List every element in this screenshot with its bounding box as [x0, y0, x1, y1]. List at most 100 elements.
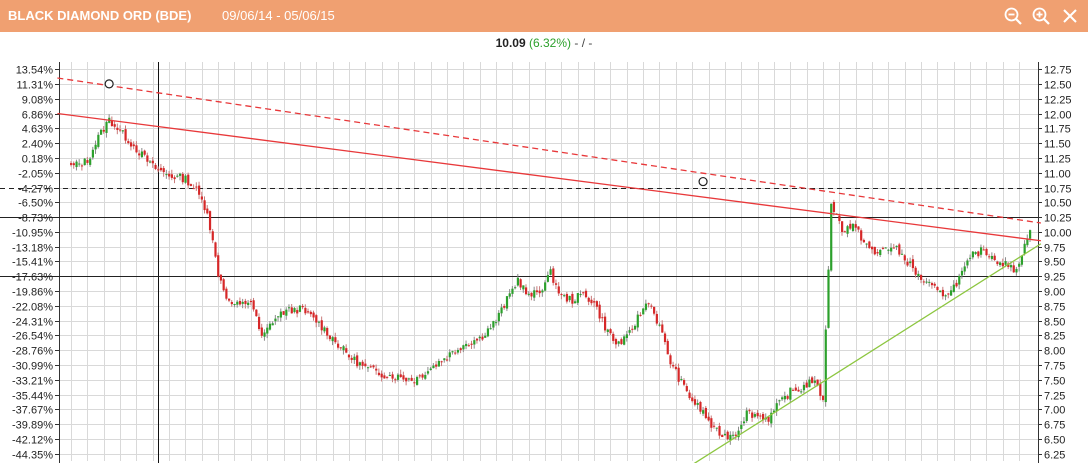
quote-line: 10.09 (6.32%) - / -	[0, 36, 1088, 50]
candle-down	[170, 174, 174, 178]
candle-down	[328, 335, 332, 340]
candle-down	[405, 377, 408, 382]
candle-up	[909, 261, 912, 264]
candle-up	[740, 424, 743, 430]
candle-down	[712, 425, 716, 427]
candle-down	[535, 290, 539, 293]
price-chart[interactable]: 13.54% 12.75 11.31% 12.50 9.08% 12.25 6.86% 12.…	[0, 52, 1088, 463]
candle-down	[208, 211, 212, 231]
y-axis-right-label: 12.25	[1044, 95, 1072, 107]
candle-down	[930, 283, 934, 286]
y-axis-left-label: -13.18%	[12, 243, 53, 255]
candle-up	[625, 334, 628, 338]
candle-down	[173, 177, 176, 180]
candle-down	[693, 399, 697, 405]
close-icon[interactable]	[1060, 6, 1080, 26]
candle-down	[663, 333, 667, 343]
candle-up	[544, 282, 547, 291]
candle-up	[121, 130, 124, 132]
candle-up	[178, 173, 182, 176]
candle-up	[279, 311, 282, 318]
candle-up	[514, 287, 517, 289]
candle-up	[508, 293, 511, 297]
candle-up	[644, 303, 648, 310]
candle-down	[410, 377, 413, 381]
candle-up	[323, 327, 326, 332]
y-axis-right-label: 10.25	[1044, 213, 1072, 225]
zoom-out-icon[interactable]	[1003, 6, 1023, 26]
candle-up	[990, 255, 994, 259]
candle-down	[560, 294, 563, 296]
y-axis-right-label: 7.00	[1044, 405, 1065, 417]
candle-up	[895, 245, 898, 247]
candle-up	[827, 269, 830, 328]
y-axis-left-label: -37.67%	[12, 405, 53, 417]
candle-up	[939, 290, 942, 293]
candle-down	[647, 303, 650, 305]
candle-down	[821, 395, 825, 400]
y-axis-left-label: -39.89%	[12, 420, 53, 432]
candle-down	[80, 165, 84, 167]
candle-down	[467, 345, 470, 347]
candle-down	[936, 286, 939, 291]
candle-down	[162, 168, 165, 173]
candle-down	[538, 290, 541, 294]
candle-down	[445, 359, 449, 361]
candle-up	[451, 351, 454, 353]
candle-down	[682, 380, 686, 385]
candle-up	[91, 149, 94, 158]
candle-up	[890, 247, 893, 252]
candle-up	[579, 294, 582, 296]
candle-down	[920, 275, 923, 280]
candle-down	[356, 355, 359, 367]
candle-down	[685, 386, 688, 392]
candle-up	[723, 433, 727, 436]
candle-down	[1012, 265, 1015, 273]
candle-up	[448, 352, 451, 358]
candle-down	[503, 305, 506, 308]
y-axis-left-label: -15.41%	[12, 257, 53, 269]
candle-up	[617, 341, 620, 344]
y-axis-left-label: -44.35%	[12, 450, 53, 462]
candle-down	[211, 231, 214, 241]
candle-up	[1020, 255, 1024, 265]
candle-up	[247, 302, 250, 306]
y-axis-right-label: 11.75	[1044, 124, 1071, 136]
y-axis-left-label: 4.63%	[22, 124, 53, 136]
candle-down	[911, 259, 915, 269]
candle-up	[628, 330, 631, 333]
candle-up	[263, 332, 266, 337]
date-range: 09/06/14 - 05/06/15	[222, 8, 335, 23]
candle-down	[811, 377, 814, 383]
candle-up	[971, 251, 974, 258]
candle-up	[999, 262, 1002, 266]
y-axis-left-label: -10.95%	[12, 228, 53, 240]
candle-down	[653, 306, 656, 314]
candle-up	[775, 403, 778, 412]
candle-down	[200, 196, 203, 200]
candle-down	[127, 141, 130, 144]
candle-down	[996, 261, 999, 265]
candle-down	[315, 315, 318, 323]
candle-up	[266, 327, 269, 334]
y-axis-right-label: 9.50	[1044, 257, 1065, 269]
candle-down	[394, 379, 397, 381]
y-axis-left-label: 9.08%	[22, 95, 53, 107]
candle-down	[230, 301, 233, 305]
candle-up	[426, 371, 430, 374]
candle-down	[609, 329, 612, 334]
zoom-in-icon[interactable]	[1031, 6, 1051, 26]
candle-down	[375, 368, 378, 371]
candle-down	[249, 301, 253, 303]
y-axis-right-label: 12.50	[1044, 80, 1072, 92]
candle-down	[993, 255, 996, 261]
candle-up	[500, 307, 503, 314]
candle-up	[969, 257, 972, 259]
candle-up	[489, 328, 492, 330]
candle-up	[742, 421, 746, 424]
candle-up	[432, 365, 435, 369]
candle-down	[151, 160, 154, 164]
candle-up	[1018, 263, 1021, 267]
candle-down	[666, 340, 669, 355]
candle-up	[149, 161, 152, 163]
